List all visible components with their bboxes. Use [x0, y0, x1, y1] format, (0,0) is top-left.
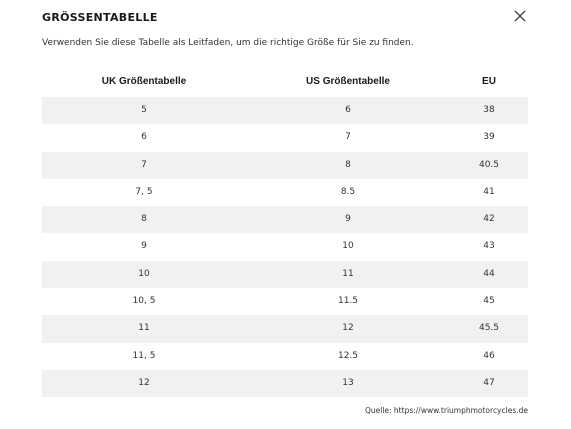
- cell-us: 9: [345, 214, 351, 225]
- cell-us: 13: [342, 377, 354, 388]
- cell-uk: 12: [138, 377, 150, 388]
- table-row: 8 9 42: [42, 206, 528, 234]
- cell-uk: 5: [141, 105, 147, 115]
- cell-uk: 7: [141, 159, 147, 170]
- cell-us: 12: [342, 323, 354, 334]
- cell-eu: 47: [483, 377, 495, 388]
- table-row: 7 8 40.5: [42, 151, 528, 179]
- cell-eu: 40.5: [478, 159, 500, 170]
- table-row: 10, 5 11.5 45: [42, 288, 528, 315]
- modal-subtitle: Verwenden Sie diese Tabelle als Leitfade…: [42, 38, 414, 48]
- cell-us: 8: [345, 159, 351, 170]
- cell-us: 6: [345, 105, 351, 115]
- table-row: 7, 5 8.5 41: [42, 179, 528, 206]
- cell-eu: 43: [483, 241, 495, 252]
- cell-uk: 8: [141, 214, 147, 225]
- cell-eu: 38: [483, 105, 495, 115]
- table-header: UK Größentabelle US Größentabelle EU: [42, 76, 528, 90]
- cell-uk: 10, 5: [132, 296, 156, 307]
- modal-title: GRÖSSENTABELLE: [42, 11, 158, 24]
- header-eu: EU: [482, 76, 496, 87]
- close-icon[interactable]: [512, 8, 528, 24]
- source-note: Quelle: https://www.triumphmotorcycles.d…: [364, 406, 528, 415]
- cell-us: 7: [345, 132, 351, 143]
- size-table: 5 6 38 6 7 39 7 8 40.5 7, 5 8.5 41 8 9 4…: [42, 97, 528, 398]
- cell-uk: 10: [138, 268, 150, 279]
- cell-uk: 11: [138, 323, 150, 334]
- cell-eu: 41: [483, 186, 495, 197]
- cell-eu: 39: [483, 132, 495, 143]
- table-row: 6 7 39: [42, 124, 528, 151]
- cell-us: 12.5: [337, 350, 359, 361]
- cell-eu: 46: [483, 350, 495, 361]
- cell-eu: 42: [483, 214, 495, 225]
- cell-us: 11: [342, 268, 354, 279]
- table-row: 5 6 38: [42, 97, 528, 125]
- cell-us: 10: [342, 241, 354, 252]
- cell-eu: 45.5: [478, 323, 500, 334]
- table-row: 12 13 47: [42, 369, 528, 398]
- cell-eu: 45: [483, 296, 495, 307]
- cell-us: 8.5: [340, 186, 356, 197]
- header-us: US Größentabelle: [306, 76, 390, 87]
- table-row: 11, 5 12.5 46: [42, 343, 528, 370]
- cell-uk: 11, 5: [132, 350, 156, 361]
- table-row: 10 11 44: [42, 260, 528, 289]
- header-uk: UK Größentabelle: [101, 76, 187, 87]
- cell-uk: 6: [141, 132, 147, 143]
- table-row: 9 10 43: [42, 233, 528, 260]
- cell-uk: 7, 5: [135, 186, 153, 197]
- cell-eu: 44: [483, 268, 495, 279]
- cell-uk: 9: [141, 241, 147, 252]
- table-row: 11 12 45.5: [42, 315, 528, 343]
- cell-us: 11.5: [337, 296, 359, 307]
